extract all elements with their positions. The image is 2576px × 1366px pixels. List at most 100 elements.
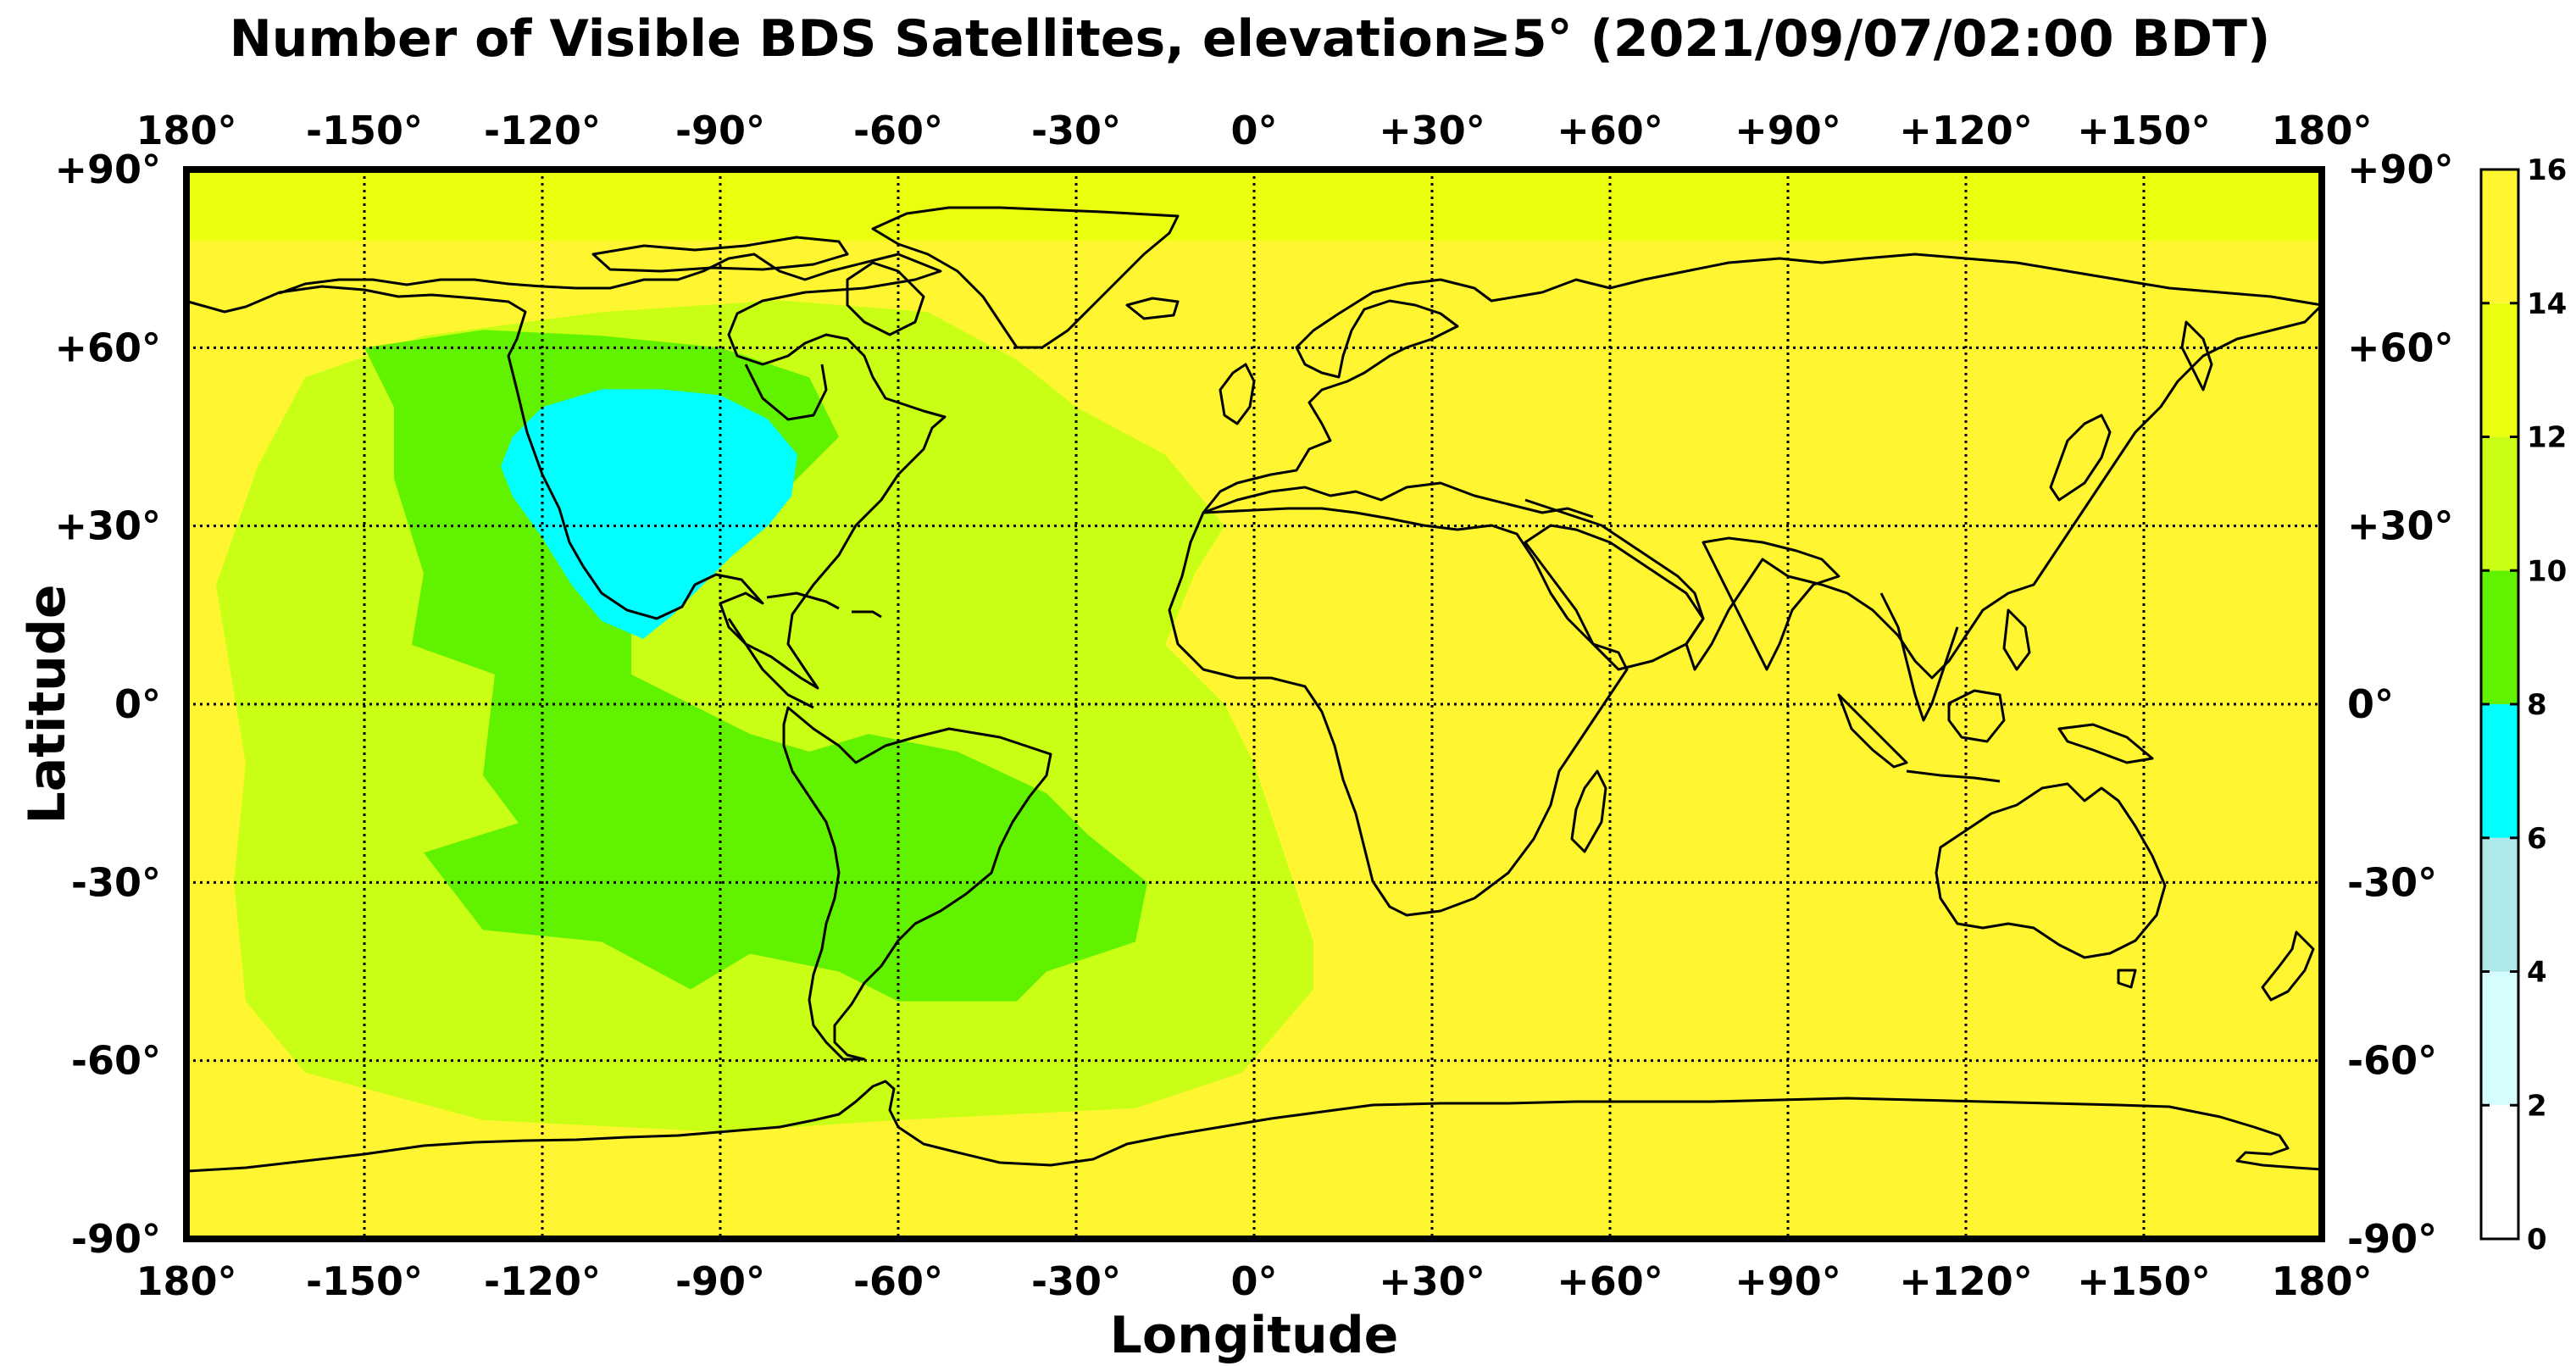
latitude-ticks-right: +90° +60° +30° 0° -30° -60° -90° (2347, 147, 2454, 1262)
longitude-tick-label: +120° (1899, 1258, 2033, 1304)
longitude-ticks-bottom: 180° -150° -120° -90° -60° -30° 0° +30° +60° +90°… (136, 1258, 2372, 1304)
coastline-greenland (871, 206, 1180, 349)
colorbar-band (2481, 570, 2518, 704)
latitude-ticks-left: +90° +60° +30° 0° -30° -60° -90° (54, 147, 161, 1262)
longitude-tick-label: +60° (1557, 1258, 1663, 1304)
longitude-tick-label: +150° (2077, 1258, 2211, 1304)
latitude-tick-label: -90° (2347, 1216, 2437, 1262)
longitude-tick-label: -150° (306, 1258, 423, 1304)
colorbar-tick-label: 2 (2527, 1089, 2547, 1123)
coastline-south-america (782, 706, 1052, 1061)
latitude-tick-label: -30° (2347, 859, 2437, 905)
coastline-india (1702, 536, 1840, 671)
longitude-tick-label: 180° (2271, 1258, 2372, 1304)
longitude-tick-label: 0° (1230, 108, 1277, 153)
coastline-africa (1168, 507, 1629, 917)
longitude-tick-label: -120° (484, 1258, 601, 1304)
coastline-java (1906, 769, 2001, 783)
coastline-hudson-bay (744, 364, 828, 421)
longitude-tick-label: -90° (675, 108, 765, 153)
region-level-7-3 (501, 389, 797, 639)
longitude-tick-label: 180° (136, 1258, 236, 1304)
latitude-tick-label: -60° (2347, 1038, 2437, 1084)
latitude-tick-label: +30° (54, 503, 161, 549)
longitude-tick-label: -60° (853, 108, 943, 153)
coastline-britain (1219, 363, 1256, 425)
coastline-antarctica (187, 1080, 2323, 1173)
map-title: Number of Visible BDS Satellites, elevat… (230, 9, 2271, 69)
coastline-sumatra (1837, 693, 1908, 769)
longitude-tick-label: +150° (2077, 108, 2211, 153)
graticule-grid (186, 169, 2322, 1239)
latitude-tick-label: +90° (54, 147, 161, 192)
coastline-arctic-islands (591, 236, 849, 273)
colorbar-tick-label: 6 (2527, 822, 2547, 856)
coastline-new-guinea (2057, 723, 2154, 764)
colorbar-ticks: 0 2 4 6 8 10 12 14 16 (2481, 153, 2567, 1257)
coastline-iceland (1125, 297, 1180, 320)
colorbar-tick-label: 14 (2527, 287, 2567, 321)
colorbar-band (2481, 436, 2518, 571)
latitude-tick-label: +60° (2347, 325, 2454, 370)
coastline-new-zealand (2261, 930, 2315, 1002)
coastline-philippines (2002, 608, 2031, 671)
colorbar-tick-label: 12 (2527, 421, 2567, 455)
longitude-tick-label: 180° (2271, 108, 2372, 153)
map-plot-area (183, 166, 2325, 1242)
map-frame (183, 166, 2325, 1242)
colorbar-tick-label: 0 (2527, 1223, 2547, 1257)
latitude-tick-label: -30° (71, 859, 161, 905)
latitude-tick-label: +90° (2347, 147, 2454, 192)
coastline-borneo (1947, 689, 2006, 743)
x-axis-label: Longitude (1110, 1306, 1399, 1365)
longitude-tick-label: +30° (1379, 108, 1485, 153)
coastline-baffin-island (846, 261, 925, 336)
longitude-tick-label: 180° (136, 108, 236, 153)
colorbar-band (2481, 1105, 2518, 1239)
coastline-tasmania (2117, 969, 2137, 989)
colorbar-tick-label: 4 (2527, 956, 2547, 990)
coastline-hispaniola (852, 610, 882, 619)
coastline-cuba (766, 591, 840, 610)
longitude-tick-label: -60° (853, 1258, 943, 1304)
colorbar-band (2481, 971, 2518, 1106)
longitude-tick-label: +120° (1899, 108, 2033, 153)
coastline-asia (1524, 253, 2323, 680)
coastline-madagascar (1570, 769, 1607, 853)
colorbar-band (2481, 169, 2518, 303)
longitude-tick-label: -150° (306, 108, 423, 153)
longitude-tick-label: +90° (1735, 1258, 1841, 1304)
latitude-tick-label: +60° (54, 325, 161, 370)
colorbar-tick-label: 8 (2527, 688, 2547, 722)
latitude-tick-label: -60° (71, 1038, 161, 1084)
latitude-tick-label: 0° (2347, 681, 2394, 727)
latitude-tick-label: +30° (2347, 503, 2454, 549)
colorbar-tick-label: 10 (2527, 554, 2567, 588)
colorbar-band (2481, 704, 2518, 838)
coastline-indochina (1879, 592, 1959, 722)
longitude-tick-label: -120° (484, 108, 601, 153)
colorbar: 0 2 4 6 8 10 12 14 16 (2479, 153, 2567, 1257)
colorbar-bands (2481, 169, 2518, 1239)
coastline-mediterranean (1202, 481, 1594, 519)
longitude-tick-label: 0° (1230, 1258, 1277, 1304)
longitude-tick-label: -30° (1031, 1258, 1121, 1304)
colorbar-tick-label: 16 (2527, 153, 2567, 187)
coastlines (187, 206, 2323, 1173)
latitude-tick-label: -90° (71, 1216, 161, 1262)
coastline-japan (2049, 414, 2112, 502)
y-axis-label: Latitude (18, 584, 77, 824)
longitude-tick-label: -30° (1031, 108, 1121, 153)
longitude-tick-label: +60° (1557, 108, 1663, 153)
longitude-ticks-top: 180° -150° -120° -90° -60° -30° 0° +30° +60° +90°… (136, 108, 2372, 153)
coastline-central-america (727, 618, 814, 709)
longitude-tick-label: +90° (1735, 108, 1841, 153)
longitude-tick-label: +30° (1379, 1258, 1485, 1304)
coastline-europe (1202, 278, 1543, 514)
longitude-tick-label: -90° (675, 1258, 765, 1304)
colorbar-band (2481, 303, 2518, 437)
coastline-australia (1935, 782, 2167, 959)
latitude-tick-label: 0° (114, 681, 161, 727)
colorbar-band (2481, 837, 2518, 972)
